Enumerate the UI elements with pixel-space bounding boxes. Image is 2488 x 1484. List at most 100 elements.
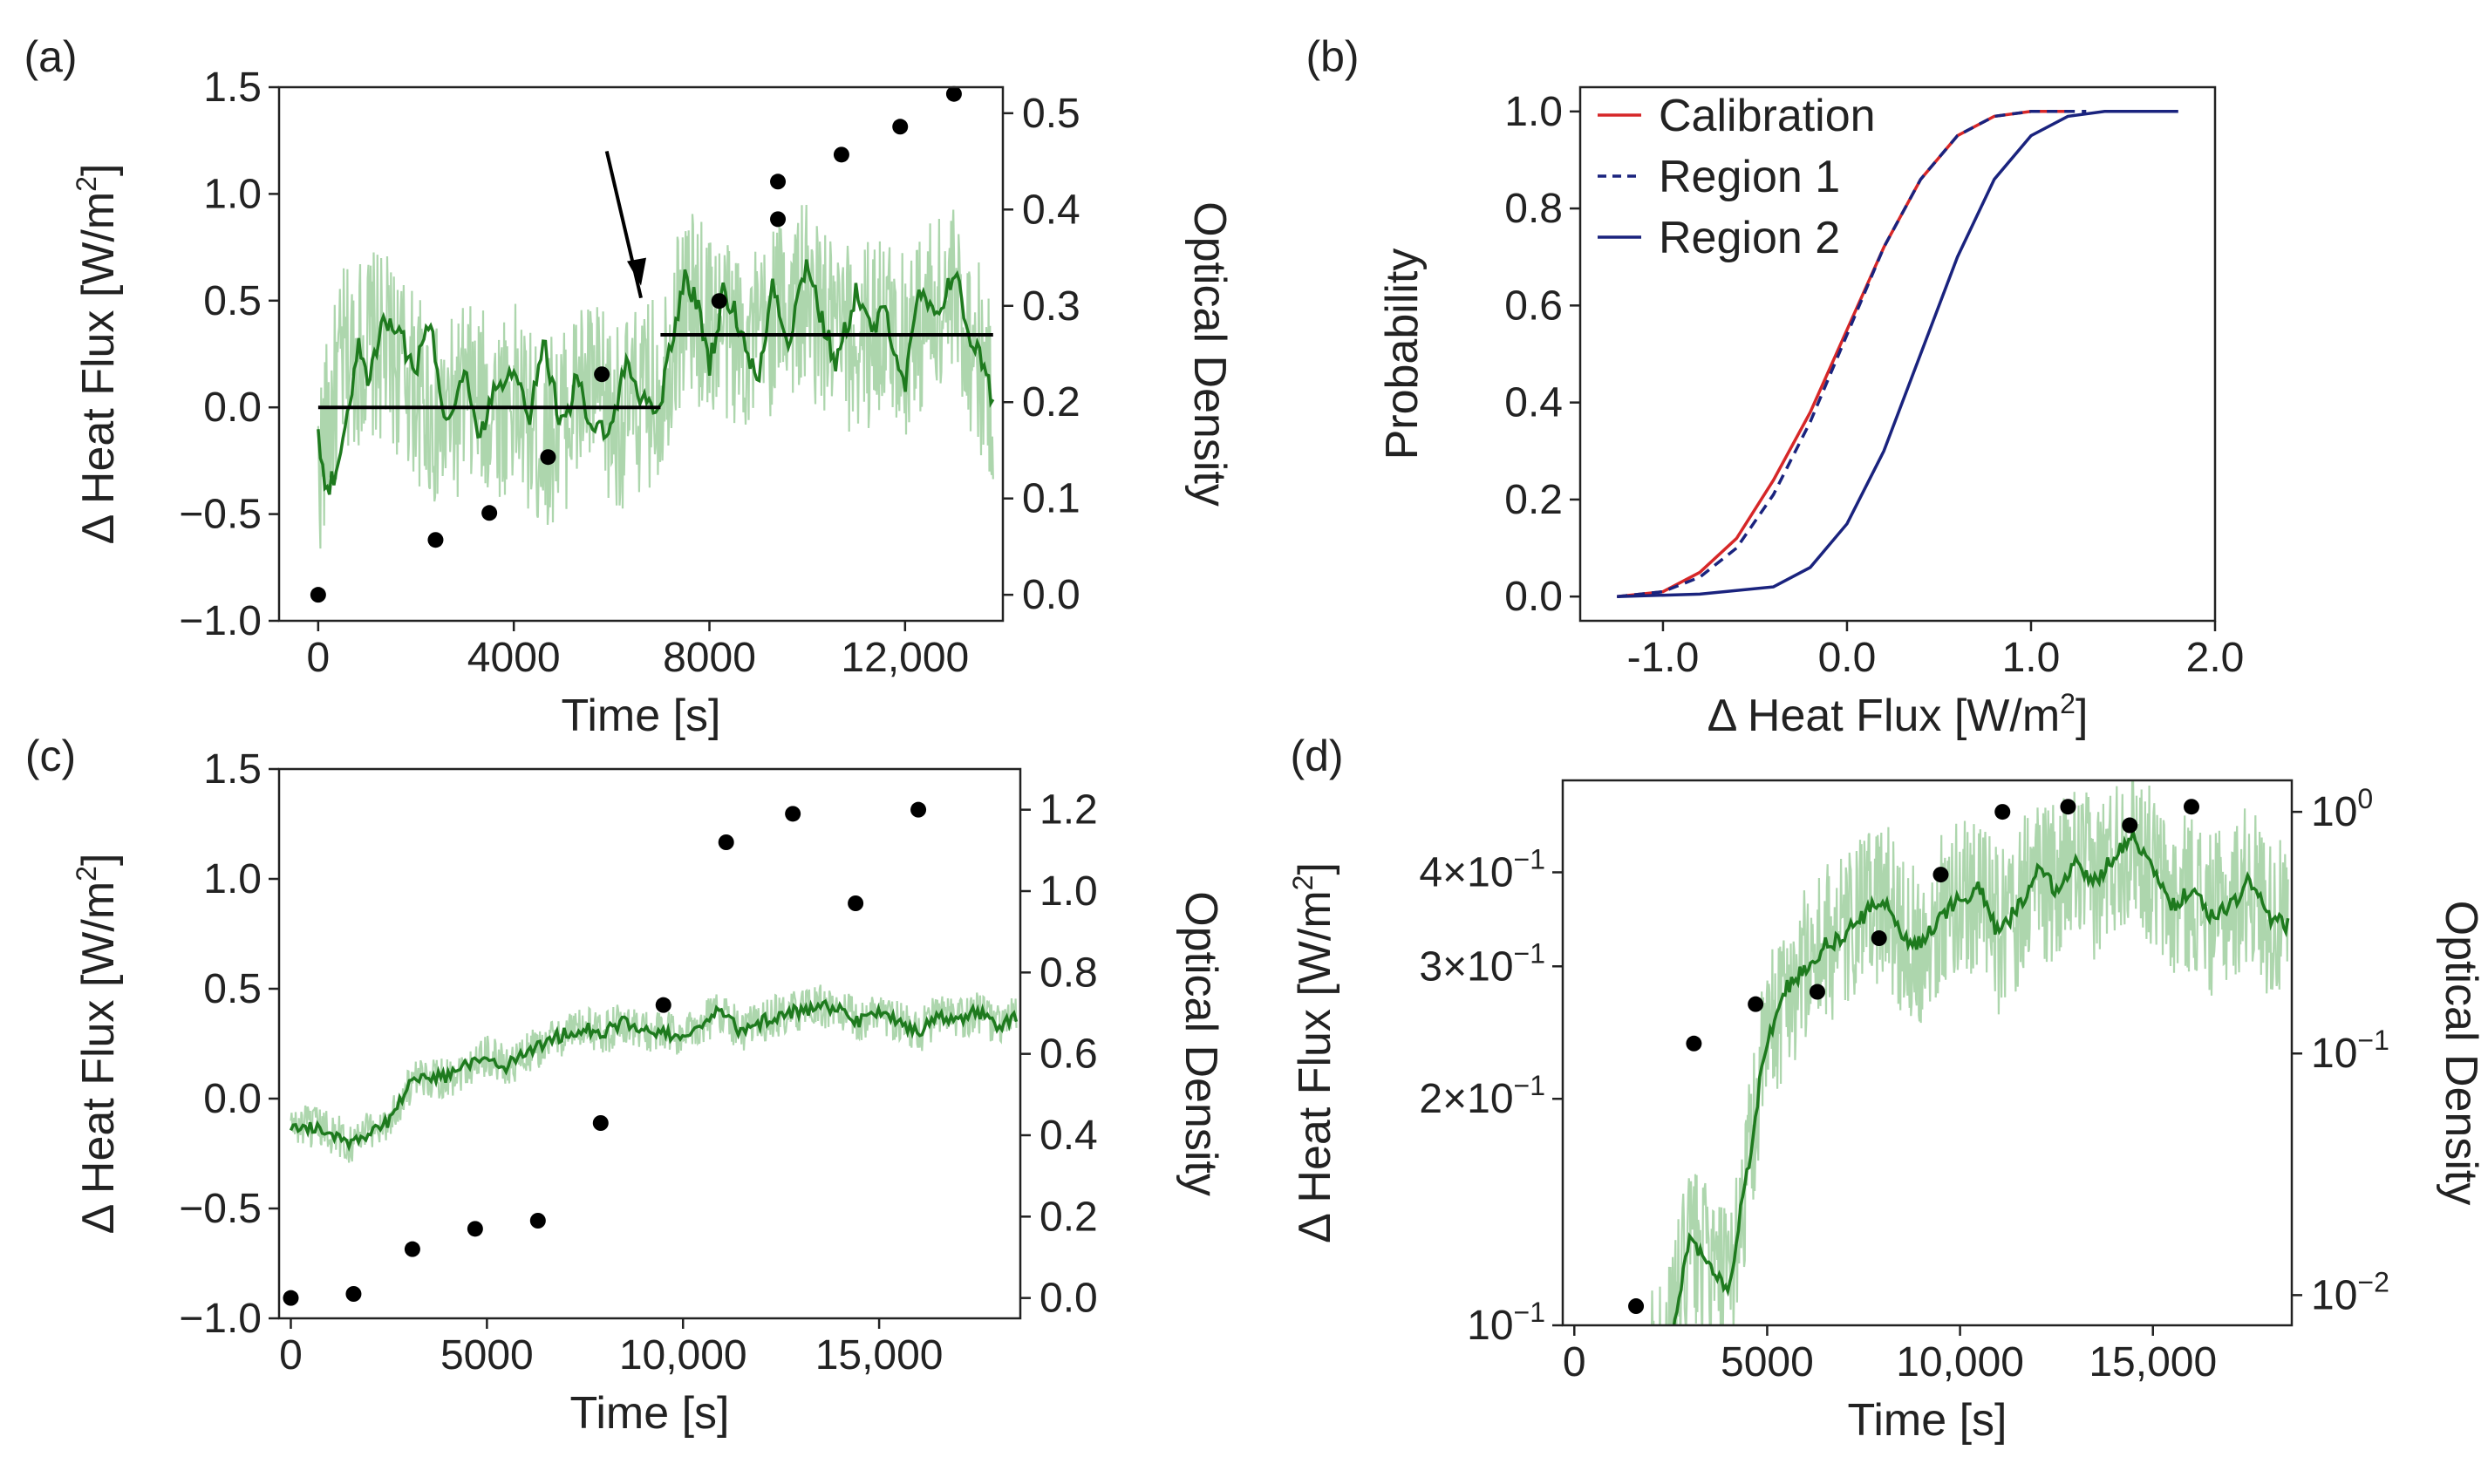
y2-axis-label: Optical Density	[1176, 891, 1226, 1196]
y2-tick-label: 0.6	[1040, 1031, 1098, 1078]
series-raw-heat-flux	[290, 984, 1018, 1163]
y-tick-label: 0.6	[1504, 283, 1563, 329]
od-point	[529, 1213, 546, 1229]
x-tick-label: 15,000	[815, 1332, 944, 1378]
legend-label: Calibration	[1659, 91, 1876, 141]
y-tick-label: 10−1	[1467, 1297, 1545, 1349]
y-tick-label: 0.4	[1504, 380, 1563, 426]
x-tick-label: 0.0	[1818, 635, 1877, 681]
x-tick-label: 5000	[1721, 1339, 1814, 1385]
plot-frame	[1578, 85, 2217, 623]
series-smoothed-heat-flux	[1672, 830, 2290, 1325]
od-point	[655, 997, 671, 1013]
y2-tick-label: 1.2	[1040, 787, 1098, 834]
od-point	[1686, 1035, 1702, 1052]
plot-area	[317, 204, 995, 549]
y-tick-label: −0.5	[179, 1186, 262, 1232]
y-tick-label: 1.0	[203, 856, 262, 902]
od-point	[2183, 799, 2199, 815]
od-point	[592, 1115, 609, 1131]
y2-tick-label: 0.2	[1040, 1194, 1098, 1240]
x-tick-label: 10,000	[1896, 1339, 2024, 1385]
panel-label: (d)	[1290, 732, 1343, 780]
od-point	[718, 834, 734, 850]
y2-tick-label: 0.3	[1022, 283, 1080, 330]
x-axis-label: Δ Heat Flux [W/m2]	[1708, 688, 2089, 741]
series-smoothed-heat-flux	[289, 998, 1019, 1152]
od-point	[945, 85, 962, 102]
panel-label: (c)	[25, 732, 76, 780]
od-point	[481, 505, 498, 521]
y-tick-label: 4×10−1	[1419, 843, 1545, 895]
legend-label: Region 2	[1659, 213, 1840, 263]
panel-0: 0 4000 8000 12,000 −1.0 −0.5 0.0 0.5 1.0 1.5 0.0 0.…	[24, 32, 1235, 741]
x-tick-label: 8000	[663, 635, 756, 681]
od-point	[1994, 804, 2011, 820]
x-tick-label: 12,000	[841, 635, 969, 681]
x-tick-label: 0	[307, 635, 331, 681]
y-tick-label: 1.5	[203, 65, 262, 111]
x-axis-label: Time [s]	[562, 691, 721, 741]
y2-tick-label: 10−2	[2311, 1266, 2389, 1318]
x-tick-label: 0	[279, 1332, 303, 1378]
y-tick-label: 0.0	[1504, 574, 1563, 620]
x-axis-label: Time [s]	[570, 1388, 730, 1439]
panel-3: 0 5000 10,000 15,000 10−1 2×10−1 3×10−1 4×10−1 1…	[1287, 732, 2486, 1446]
od-point	[1809, 984, 1825, 1000]
y-axis-label: Δ Heat Flux [W/m2]	[71, 854, 124, 1235]
od-point	[770, 211, 787, 228]
plot-frame	[277, 767, 1022, 1320]
y2-tick-label: 100	[2311, 783, 2373, 835]
x-tick-label: 10,000	[619, 1332, 747, 1378]
y2-tick-label: 0.4	[1040, 1113, 1098, 1159]
y-axis-label: Probability	[1377, 248, 1428, 460]
series-Calibration	[1617, 110, 2069, 598]
y-tick-label: 0.2	[1504, 477, 1563, 523]
x-tick-label: 5000	[440, 1332, 534, 1378]
od-point	[711, 293, 727, 310]
y-tick-label: 1.0	[1504, 89, 1563, 135]
od-point	[1628, 1298, 1645, 1315]
x-tick-label: 15,000	[2089, 1339, 2217, 1385]
x-tick-label: -1.0	[1627, 635, 1700, 681]
y2-tick-label: 0.2	[1022, 379, 1080, 425]
panel-label: (b)	[1305, 32, 1359, 81]
od-point	[785, 806, 801, 822]
od-point	[2122, 817, 2138, 834]
od-point	[427, 532, 444, 548]
x-tick-label: 4000	[467, 635, 561, 681]
od-point	[910, 801, 927, 818]
od-point	[345, 1286, 362, 1302]
od-point	[833, 146, 849, 163]
od-point	[540, 449, 556, 466]
od-point	[404, 1241, 420, 1257]
od-point	[467, 1221, 483, 1237]
od-point	[2060, 799, 2076, 815]
series-Region-1	[1617, 110, 2087, 598]
y-tick-label: 1.5	[203, 746, 262, 793]
plot-area	[1617, 110, 2178, 598]
y-tick-label: 0.0	[203, 1076, 262, 1122]
annotation-arrow-head	[627, 257, 646, 286]
y-tick-label: −0.5	[179, 492, 262, 538]
y2-tick-label: 1.0	[1040, 868, 1098, 915]
x-axis-label: Time [s]	[1848, 1395, 2007, 1446]
plot-frame	[277, 85, 1005, 623]
legend-label: Region 1	[1659, 152, 1840, 202]
y-axis-label: Δ Heat Flux [W/m2]	[1287, 862, 1340, 1243]
y-tick-label: 2×10−1	[1419, 1070, 1545, 1122]
od-point	[1932, 867, 1949, 883]
y2-tick-label: 0.8	[1040, 950, 1098, 996]
series-Region-2	[1617, 110, 2178, 598]
y2-tick-label: 0.4	[1022, 187, 1080, 233]
y-tick-label: 0.8	[1504, 186, 1563, 232]
y-tick-label: −1.0	[179, 1296, 262, 1342]
x-tick-label: 1.0	[2002, 635, 2061, 681]
y2-tick-label: 0.0	[1022, 572, 1080, 618]
y-tick-label: −1.0	[179, 598, 262, 644]
x-tick-label: 0	[1563, 1339, 1586, 1385]
y-tick-label: 0.0	[203, 385, 262, 431]
panel-label: (a)	[24, 32, 77, 81]
od-point	[310, 587, 326, 603]
plot-area	[1650, 780, 2290, 1325]
